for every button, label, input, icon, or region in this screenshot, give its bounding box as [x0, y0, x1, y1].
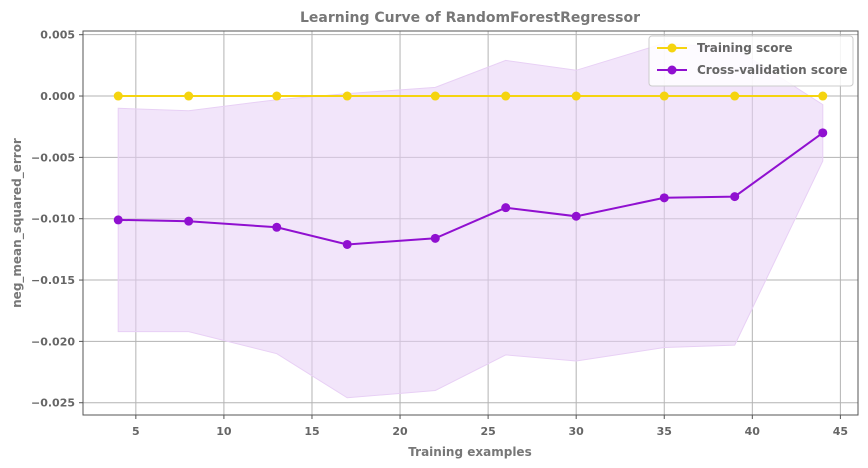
training-score-point: [501, 91, 511, 101]
cv-score-band: [117, 42, 824, 399]
training-score-point: [818, 91, 828, 101]
training-score-point: [113, 91, 123, 101]
cv-score-point: [272, 222, 282, 232]
training-score-point: [342, 91, 352, 101]
x-tick-label: 25: [480, 425, 495, 438]
legend-training-marker: [667, 43, 677, 53]
training-score-point: [272, 91, 282, 101]
x-tick-label: 20: [392, 425, 408, 438]
cv-score-point: [730, 192, 740, 202]
x-tick-label: 45: [833, 425, 848, 438]
y-tick-label: −0.020: [31, 335, 75, 348]
legend-box: [648, 35, 854, 87]
cv-score-point: [430, 233, 440, 243]
training-score-point: [659, 91, 669, 101]
cv-score-point: [659, 193, 669, 203]
chart-title: Learning Curve of RandomForestRegressor: [300, 10, 640, 26]
y-tick-label: −0.005: [31, 151, 75, 164]
series-points: [113, 91, 828, 249]
y-axis-label: neg_mean_squared_error: [10, 138, 25, 308]
y-tick-label: 0.000: [40, 90, 75, 103]
y-tick-label: −0.025: [31, 397, 75, 410]
cv-score-point: [501, 203, 511, 213]
cv-score-line: [118, 131, 824, 246]
y-tick-label: −0.015: [31, 274, 75, 287]
plot-frame: [82, 30, 859, 416]
y-axis-ticks: 0.005 0.000 −0.005 −0.010 −0.015 −0.020 −0.025: [31, 29, 83, 410]
cv-score-point: [571, 211, 581, 221]
x-tick-label: 10: [216, 425, 232, 438]
training-score-point: [430, 91, 440, 101]
y-tick-label: −0.010: [31, 213, 75, 226]
training-score-point: [184, 91, 194, 101]
legend: Training score Cross-validation score: [648, 35, 854, 87]
confidence-bands: [117, 42, 824, 399]
x-tick-label: 30: [569, 425, 585, 438]
y-tick-label: 0.005: [40, 29, 75, 42]
training-score-point: [571, 91, 581, 101]
x-tick-label: 15: [304, 425, 319, 438]
x-tick-label: 5: [132, 425, 140, 438]
legend-training-label: Training score: [697, 41, 793, 55]
cv-score-point: [184, 216, 194, 226]
cv-score-point: [342, 239, 352, 249]
x-tick-label: 40: [745, 425, 761, 438]
x-axis-label: Training examples: [408, 445, 531, 459]
x-tick-label: 35: [657, 425, 672, 438]
series-lines: [118, 95, 824, 246]
legend-cv-marker: [667, 65, 677, 75]
x-axis-ticks: 5 10 15 20 25 30 35 40 45: [132, 415, 848, 438]
legend-cv-label: Cross-validation score: [697, 63, 847, 77]
training-score-point: [730, 91, 740, 101]
cv-score-point: [113, 215, 123, 225]
cv-score-point: [818, 128, 828, 138]
